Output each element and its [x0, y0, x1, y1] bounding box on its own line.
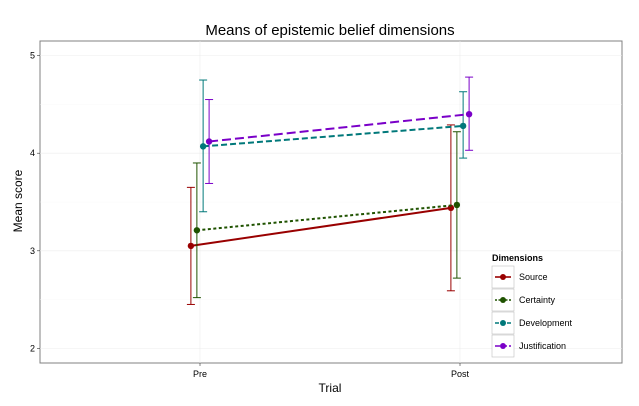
x-tick-label: Pre: [193, 369, 207, 379]
legend-key-point: [500, 320, 506, 326]
chart-title: Means of epistemic belief dimensions: [205, 22, 454, 39]
data-point: [193, 227, 201, 234]
legend-label-justification: Justification: [519, 341, 566, 351]
grid-lines: [40, 41, 622, 363]
series-line: [190, 206, 452, 247]
series-line: [203, 124, 464, 148]
data-point: [187, 242, 195, 250]
data-point: [459, 122, 467, 130]
x-axis-ticks: Pre Post: [193, 363, 470, 379]
y-tick-label: 4: [30, 148, 35, 158]
data-point: [205, 138, 213, 145]
legend-label-certainty: Certainty: [519, 295, 556, 305]
data-point: [453, 201, 461, 209]
series-certainty: [192, 131, 461, 299]
series-development: [199, 79, 468, 213]
x-axis-title: Trial: [319, 381, 342, 395]
legend-key-point: [500, 343, 506, 349]
y-tick-label: 3: [30, 246, 35, 256]
legend-key-point: [500, 274, 506, 280]
y-axis-title: Mean score: [11, 169, 25, 232]
legend-label-development: Development: [519, 318, 573, 328]
legend-title: Dimensions: [492, 253, 543, 263]
legend-key-point: [500, 297, 506, 303]
series-source: [186, 124, 455, 305]
legend: Dimensions Source Certainty Development Jus…: [491, 253, 573, 358]
series-layer: [186, 76, 474, 305]
data-point: [465, 110, 473, 118]
x-tick-label: Post: [451, 369, 470, 379]
legend-label-source: Source: [519, 272, 548, 282]
series-justification: [205, 76, 474, 184]
y-tick-label: 2: [30, 343, 35, 353]
series-line: [208, 113, 470, 143]
data-point: [199, 143, 207, 150]
y-axis-ticks: 2 3 4 5: [30, 51, 40, 353]
y-tick-label: 5: [30, 51, 35, 61]
